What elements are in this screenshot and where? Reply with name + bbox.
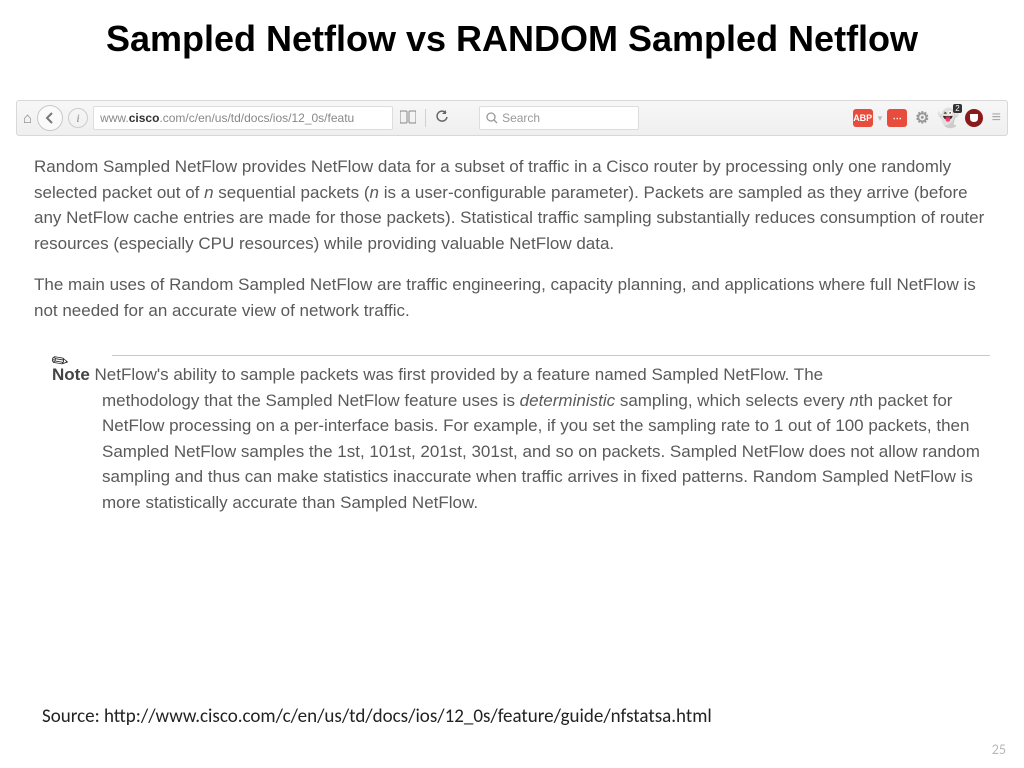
paragraph-2: The main uses of Random Sampled NetFlow …: [34, 272, 990, 323]
toolbar-separator: [425, 109, 426, 127]
ublock-icon[interactable]: [965, 109, 983, 127]
note-block: ✎ Note NetFlow's ability to sample packe…: [34, 355, 990, 515]
note-b: methodology that the Sampled NetFlow fea…: [102, 391, 520, 410]
note-var-n: n: [849, 391, 858, 410]
p1-var-n2: n: [370, 183, 379, 202]
address-bar[interactable]: www.cisco.com/c/en/us/td/docs/ios/12_0s/…: [93, 106, 393, 130]
ghostery-badge: 2: [953, 104, 961, 113]
site-info-icon[interactable]: i: [68, 108, 88, 128]
url-domain: cisco: [129, 111, 160, 125]
reader-mode-icon[interactable]: [398, 110, 418, 127]
p1-text-c: sequential packets (: [214, 183, 370, 202]
abp-dropdown-icon[interactable]: ▾: [878, 113, 883, 124]
browser-toolbar: ⌂ i www.cisco.com/c/en/us/td/docs/ios/12…: [16, 100, 1008, 136]
source-citation: Source: http://www.cisco.com/c/en/us/td/…: [42, 705, 712, 728]
p1-var-n1: n: [204, 183, 213, 202]
note-deterministic: deterministic: [520, 391, 615, 410]
url-path: .com/c/en/us/td/docs/ios/12_0s/featu: [159, 111, 354, 125]
search-box[interactable]: Search: [479, 106, 639, 130]
ghostery-icon[interactable]: 👻2: [937, 108, 959, 129]
extension-red-icon[interactable]: ⋯: [887, 109, 907, 127]
note-d: sampling, which selects every: [615, 391, 849, 410]
reload-icon[interactable]: [433, 110, 451, 127]
settings-icon[interactable]: ⚙: [912, 109, 932, 127]
note-rule: [112, 355, 990, 356]
paragraph-1: Random Sampled NetFlow provides NetFlow …: [34, 154, 990, 256]
doc-content: Random Sampled NetFlow provides NetFlow …: [0, 136, 1024, 347]
url-prefix: www.: [100, 111, 129, 125]
note-line1: NetFlow's ability to sample packets was …: [90, 365, 823, 384]
note-text: Note NetFlow's ability to sample packets…: [52, 362, 990, 515]
back-button[interactable]: [37, 105, 63, 131]
page-number: 25: [992, 741, 1006, 758]
search-icon: [486, 112, 498, 124]
hamburger-menu-icon[interactable]: ≡: [992, 109, 1001, 127]
home-icon[interactable]: ⌂: [23, 110, 32, 127]
abp-extension-icon[interactable]: ABP: [853, 109, 873, 127]
slide-title: Sampled Netflow vs RANDOM Sampled Netflo…: [0, 0, 1024, 70]
search-placeholder: Search: [502, 111, 540, 125]
